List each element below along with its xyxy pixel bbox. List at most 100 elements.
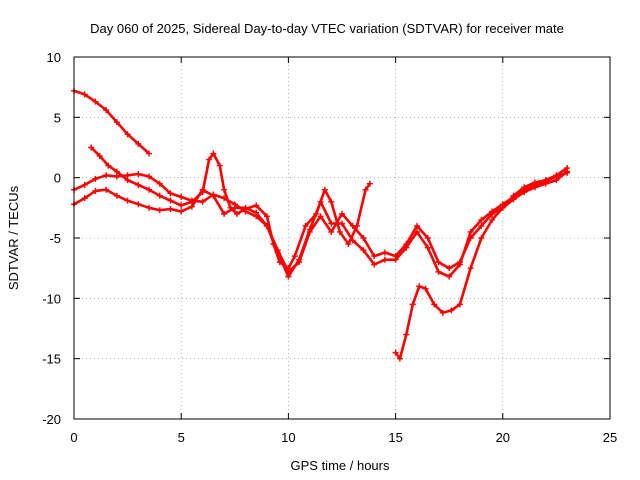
x-tick-label: 10: [281, 430, 295, 445]
data-point: [124, 197, 131, 204]
data-point: [362, 186, 369, 193]
data-point: [274, 249, 281, 256]
data-point: [328, 220, 335, 227]
data-point: [263, 222, 270, 229]
data-point: [242, 204, 249, 211]
data-point: [156, 192, 163, 199]
data-point: [135, 201, 142, 208]
data-point: [135, 181, 142, 188]
y-axis-label: SDTVAR / TECUs: [6, 185, 21, 290]
data-point: [328, 228, 335, 235]
x-axis-label: GPS time / hours: [291, 458, 390, 473]
y-tick-label: -15: [42, 352, 61, 367]
data-point: [489, 216, 496, 223]
data-point: [103, 186, 110, 193]
data-point: [156, 207, 163, 214]
data-point: [456, 261, 463, 268]
data-point: [553, 172, 560, 179]
series-2: [88, 144, 373, 272]
data-point: [478, 216, 485, 223]
y-tick-label: -20: [42, 412, 61, 427]
data-point: [103, 172, 110, 179]
data-point: [103, 107, 110, 114]
data-point: [431, 301, 438, 308]
data-point: [199, 186, 206, 193]
data-point: [439, 309, 446, 316]
data-point: [542, 177, 549, 184]
data-point: [403, 244, 410, 251]
data-point: [221, 210, 228, 217]
data-point: [424, 235, 431, 241]
data-point: [92, 98, 99, 105]
data-point: [221, 186, 228, 193]
data-point: [178, 193, 185, 200]
data-point: [146, 173, 153, 180]
y-tick-label: 10: [47, 50, 61, 65]
data-point: [221, 195, 228, 202]
data-point: [349, 222, 356, 229]
data-point: [446, 265, 453, 272]
grid-layer: [74, 57, 610, 419]
data-point: [302, 222, 309, 229]
data-point: [81, 91, 88, 98]
data-point: [88, 144, 95, 151]
data-point: [81, 181, 88, 188]
data-point: [113, 173, 120, 180]
data-point: [381, 249, 388, 256]
data-point: [478, 222, 485, 229]
data-point: [416, 283, 423, 290]
y-tick-label: 5: [54, 110, 61, 125]
data-point: [456, 301, 463, 308]
axis-layer: 0 5 10 15 20 25 -20 -15 -10 -5 0 5 10: [42, 50, 617, 445]
data-point: [521, 184, 528, 191]
data-point: [113, 192, 120, 199]
data-point: [105, 162, 112, 169]
data-point: [81, 195, 88, 202]
chart-title: Day 060 of 2025, Sidereal Day-to-day VTE…: [90, 21, 564, 36]
data-point: [124, 172, 131, 179]
data-point: [489, 208, 496, 215]
data-point: [317, 198, 324, 205]
data-point: [422, 285, 429, 292]
data-point: [360, 235, 367, 241]
data-point: [392, 256, 399, 263]
data-point: [233, 210, 240, 217]
data-point: [92, 175, 99, 182]
x-tick-label: 20: [496, 430, 510, 445]
data-point: [371, 253, 378, 260]
data-point: [306, 226, 313, 233]
data-point: [296, 256, 303, 263]
data-point: [360, 247, 367, 254]
data-point: [92, 187, 99, 194]
data-point: [263, 213, 270, 220]
data-point: [392, 349, 399, 356]
data-point: [371, 261, 378, 268]
data-point: [206, 156, 213, 163]
series-1: [71, 87, 153, 157]
data-point: [328, 198, 335, 205]
x-tick-label: 25: [603, 430, 617, 445]
data-point: [467, 265, 474, 272]
data-point: [381, 256, 388, 263]
data-point: [253, 209, 260, 216]
data-point: [564, 165, 571, 172]
series-3: [71, 168, 571, 275]
data-point: [285, 273, 292, 280]
data-point: [124, 131, 131, 138]
data-point: [510, 192, 517, 199]
data-point: [210, 192, 217, 199]
series-line: [89, 146, 372, 270]
data-point: [414, 228, 421, 235]
data-point: [336, 228, 343, 235]
data-point: [403, 331, 410, 338]
data-point: [349, 237, 356, 244]
data-point: [167, 206, 174, 213]
series-line: [72, 170, 569, 274]
data-point: [188, 203, 195, 210]
data-point: [135, 140, 142, 147]
data-point: [146, 204, 153, 211]
data-point: [216, 162, 223, 169]
data-point: [113, 119, 120, 126]
series-4: [71, 169, 571, 280]
